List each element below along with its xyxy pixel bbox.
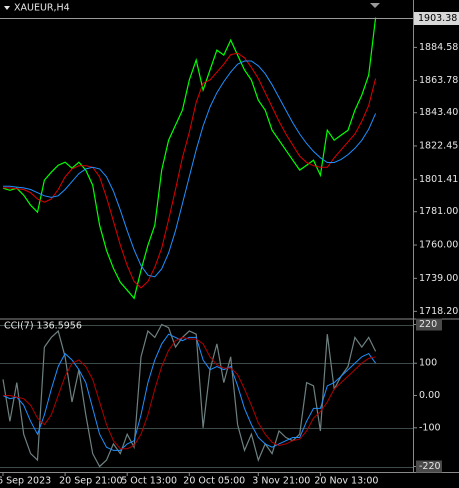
y-tick-label: 1843.40 xyxy=(419,107,458,118)
y-tick-label: 1718.20 xyxy=(419,306,458,317)
indicator-title: CCI(7) 136.5956 xyxy=(4,321,82,332)
x-tick-label: 20 Sep 21:00 xyxy=(59,476,122,487)
menu-arrow[interactable] xyxy=(4,6,10,10)
y-tick-label: 100 xyxy=(419,358,437,369)
series-line xyxy=(3,336,376,450)
series-line xyxy=(2,323,377,468)
y-tick-label: 1801.41 xyxy=(419,174,458,185)
series-line xyxy=(3,60,377,278)
symbol-title: XAUEUR,H4 xyxy=(14,3,70,14)
shift-marker[interactable] xyxy=(370,3,380,8)
y-tick-box xyxy=(416,460,442,473)
series-line xyxy=(3,52,377,289)
y-tick-label: 1760.00 xyxy=(419,240,458,251)
y-tick-label: 1739.00 xyxy=(419,273,458,284)
x-tick-label: 5 Oct 13:00 xyxy=(121,476,177,487)
y-tick-label: -100 xyxy=(419,422,441,433)
current-price-label: 1903.38 xyxy=(418,13,457,24)
series-line xyxy=(2,333,377,451)
y-tick-box xyxy=(416,318,442,331)
y-tick-label: 1822.45 xyxy=(419,140,458,151)
y-tick-label: 220 xyxy=(419,319,437,330)
current-price-box xyxy=(414,12,459,25)
y-tick-label: 1863.78 xyxy=(419,75,458,86)
y-tick-label: 1781.00 xyxy=(419,206,458,217)
x-tick-label: 20 Oct 05:00 xyxy=(183,476,245,487)
x-tick-label: 6 Sep 2023 xyxy=(0,476,51,487)
y-tick-label: 1884.58 xyxy=(419,42,458,53)
y-tick-label: 0.00 xyxy=(419,390,440,401)
x-tick-label: 3 Nov 21:00 xyxy=(252,476,310,487)
series-line xyxy=(2,17,377,300)
y-tick-label: -220 xyxy=(419,461,441,472)
x-tick-label: 20 Nov 13:00 xyxy=(314,476,378,487)
